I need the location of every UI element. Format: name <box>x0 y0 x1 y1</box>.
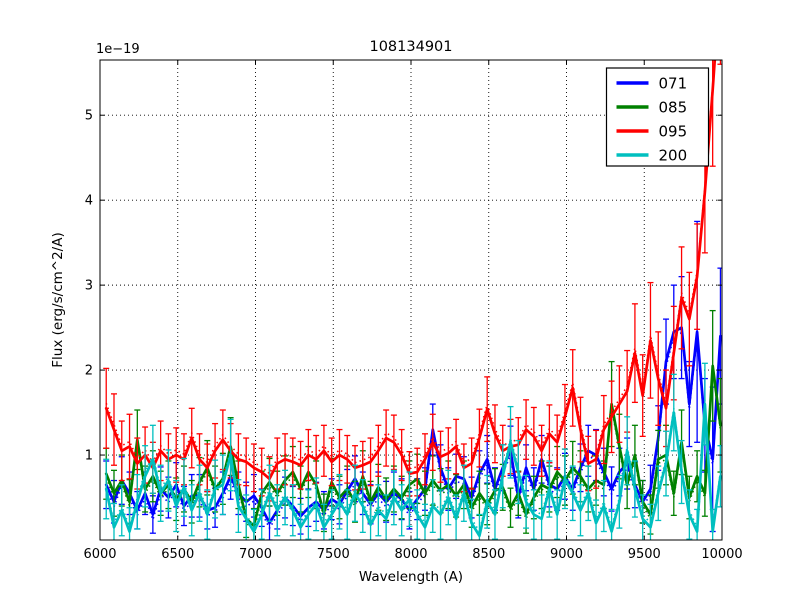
y-tick-label: 2 <box>85 364 93 379</box>
legend-item-071: 071 <box>616 75 688 93</box>
legend-label-085: 085 <box>659 99 688 117</box>
x-tick-label: 8000 <box>394 547 427 562</box>
legend-item-095: 095 <box>616 123 688 141</box>
series-line-095 <box>104 60 717 481</box>
legend: 071 085 095 200 <box>605 67 710 167</box>
plot-area <box>103 60 722 540</box>
series-line-200 <box>104 402 722 538</box>
y-tick-label: 5 <box>85 109 93 124</box>
axes-frame <box>99 59 723 541</box>
series-line-085 <box>104 364 722 527</box>
legend-label-200: 200 <box>659 147 688 165</box>
x-axis-label: Wavelength (A) <box>359 569 463 585</box>
x-tick-label: 8500 <box>472 547 505 562</box>
x-tick-label: 6500 <box>161 547 194 562</box>
y-tick-label: 4 <box>85 194 93 209</box>
x-tick-label: 6000 <box>83 547 116 562</box>
x-tick-label: 9500 <box>628 547 661 562</box>
tick-labels: 6000 6500 7000 7500 8000 8500 9000 9500 10000 1 2 3… <box>83 109 742 562</box>
y-tick-label: 3 <box>85 279 93 294</box>
y-axis-label: Flux (erg/s/cm^2/A) <box>50 232 66 367</box>
series-200 <box>103 362 722 540</box>
legend-label-095: 095 <box>659 123 688 141</box>
x-tick-label: 10000 <box>701 547 742 562</box>
legend-item-200: 200 <box>616 147 688 165</box>
x-tick-label: 7000 <box>239 547 272 562</box>
y-tick-label: 1 <box>85 449 93 464</box>
x-tick-label: 7500 <box>317 547 350 562</box>
x-tick-label: 9000 <box>550 547 583 562</box>
legend-label-071: 071 <box>659 75 688 93</box>
legend-item-085: 085 <box>616 99 688 117</box>
chart-title: 108134901 <box>369 39 452 55</box>
gridlines <box>100 60 722 540</box>
series-dotted-line-095 <box>105 60 716 475</box>
y-axis-offset-label: 1e−19 <box>96 42 140 57</box>
series-dotted-line-071 <box>105 331 722 530</box>
